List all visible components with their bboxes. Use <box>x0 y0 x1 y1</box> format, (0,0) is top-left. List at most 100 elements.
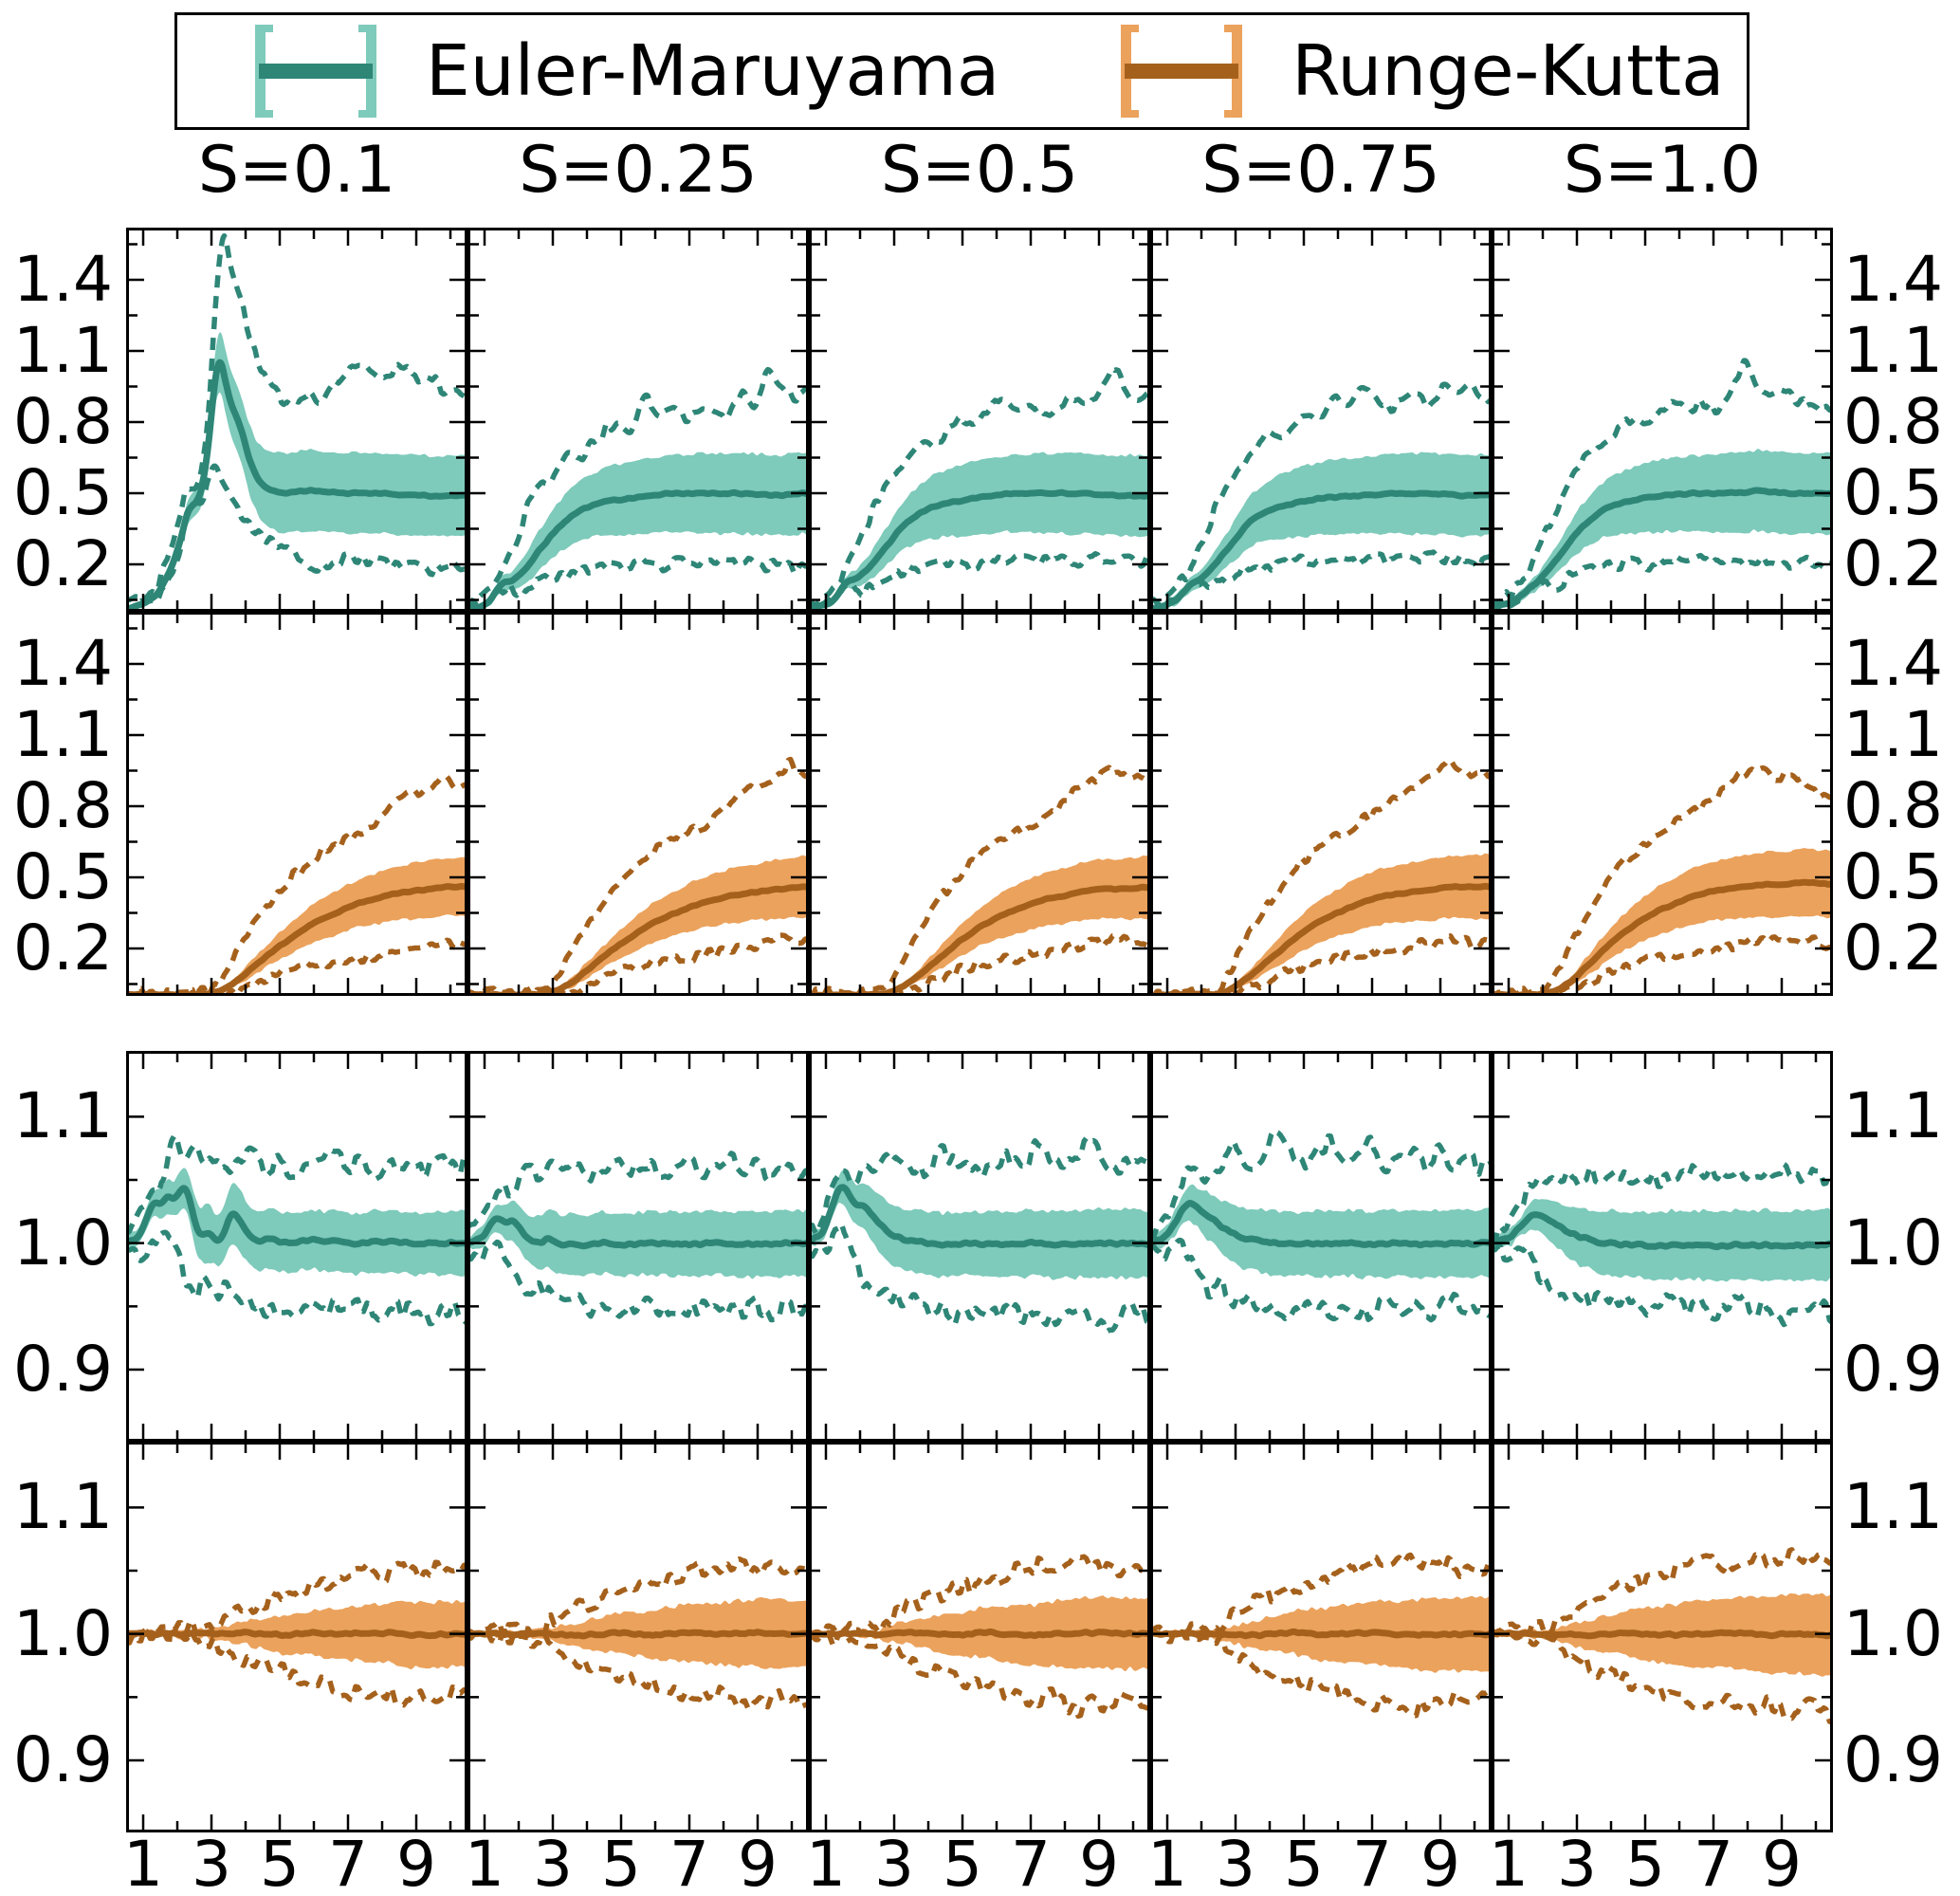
upper-envelope <box>1492 1547 1833 1637</box>
lower-envelope <box>1150 1237 1492 1323</box>
mean-line <box>1492 487 1833 612</box>
panel-frame <box>126 1442 467 1832</box>
panel-frame <box>1150 1442 1492 1832</box>
lower-envelope <box>1150 1628 1492 1719</box>
y-tick-label-right-r3: 0.9 <box>1843 1723 1943 1796</box>
lower-envelope <box>467 1628 809 1712</box>
errorbar-glyph-euler-maruyama-icon <box>255 25 376 118</box>
lower-envelope <box>810 551 1150 612</box>
std-band <box>1150 1184 1492 1279</box>
legend-item-euler-maruyama: Euler-Maruyama <box>255 25 999 118</box>
y-tick-label-right-r2: 0.9 <box>1843 1333 1943 1406</box>
upper-envelope <box>467 756 809 996</box>
panel-r1-c4 <box>1492 612 1833 996</box>
panel-frame <box>467 612 809 996</box>
upper-envelope <box>809 1554 1150 1637</box>
mean-line <box>467 1215 809 1250</box>
y-tick-label-left-r0: 1.4 <box>13 243 113 316</box>
x-tick-label-c0: 5 <box>260 1828 300 1896</box>
panel-frame <box>1150 228 1492 612</box>
y-tick-label-left-r3: 1.0 <box>13 1596 113 1670</box>
panel-frame <box>1492 612 1833 996</box>
col-title-s-1.0: S=1.0 <box>1563 133 1762 208</box>
std-band <box>809 451 1150 611</box>
lower-envelope <box>126 463 467 612</box>
upper-envelope <box>1150 1128 1492 1242</box>
x-tick-label-c2: 3 <box>874 1828 914 1896</box>
y-tick-label-left-r1: 1.4 <box>13 627 113 700</box>
x-tick-label-c1: 7 <box>669 1828 709 1896</box>
panel-r0-c3 <box>1150 228 1492 612</box>
mean-line <box>1492 1211 1833 1251</box>
panel-frame <box>809 1051 1150 1442</box>
upper-envelope <box>809 764 1150 996</box>
y-tick-label-left-r2: 0.9 <box>13 1333 113 1406</box>
lower-envelope <box>467 1239 809 1323</box>
std-band <box>467 1200 809 1279</box>
std-band <box>126 1168 467 1277</box>
x-tick-label-c4: 3 <box>1557 1828 1597 1896</box>
x-tick-label-c3: 5 <box>1284 1828 1324 1896</box>
col-title-s-0.1: S=0.1 <box>197 133 396 208</box>
lower-envelope <box>1492 552 1833 612</box>
mean-line <box>1150 1200 1492 1249</box>
std-band <box>126 856 467 996</box>
panel-r3-c4 <box>1492 1442 1833 1832</box>
y-tick-label-right-r2: 1.1 <box>1843 1079 1943 1153</box>
lower-envelope <box>809 1630 1150 1720</box>
y-tick-label-right-r3: 1.1 <box>1843 1470 1943 1544</box>
y-tick-label-right-r0: 0.8 <box>1843 385 1943 458</box>
panel-frame <box>1150 612 1492 996</box>
y-tick-label-right-r2: 1.0 <box>1843 1206 1943 1279</box>
col-title-s-0.75: S=0.75 <box>1201 133 1440 208</box>
upper-envelope <box>1492 764 1833 996</box>
panel-r3-c3 <box>1150 1442 1492 1832</box>
lower-envelope <box>126 1627 467 1708</box>
upper-envelope <box>1150 1552 1492 1638</box>
panel-frame <box>467 1442 809 1832</box>
upper-envelope <box>809 1135 1150 1237</box>
panel-r1-c1 <box>467 612 809 996</box>
x-tick-label-c1: 5 <box>601 1828 641 1896</box>
y-tick-label-right-r1: 0.8 <box>1843 769 1943 842</box>
x-tick-label-c1: 3 <box>533 1828 573 1896</box>
mean-line <box>1150 489 1492 612</box>
x-tick-label-c0: 7 <box>328 1828 368 1896</box>
mean-line <box>126 1185 467 1248</box>
upper-envelope <box>467 1150 809 1229</box>
lower-envelope <box>809 1221 1150 1335</box>
x-tick-label-c4: 1 <box>1489 1828 1529 1896</box>
legend-item-runge-kutta: Runge-Kutta <box>1121 25 1724 118</box>
x-tick-label-c1: 9 <box>738 1828 778 1896</box>
panel-r1-c0 <box>126 612 467 996</box>
panel-r2-c3 <box>1150 1051 1492 1442</box>
panel-frame <box>809 1442 1150 1832</box>
col-title-s-0.5: S=0.5 <box>880 133 1079 208</box>
panel-frame <box>809 612 1150 996</box>
y-tick-label-left-r1: 1.1 <box>13 698 113 771</box>
panel-frame <box>1150 1051 1492 1442</box>
y-tick-label-right-r1: 0.5 <box>1843 840 1943 913</box>
legend: Euler-Maruyama Runge-Kutta <box>174 12 1749 130</box>
y-tick-label-right-r0: 0.2 <box>1843 527 1943 600</box>
panel-r2-c2 <box>809 1051 1150 1442</box>
y-tick-label-right-r0: 0.5 <box>1843 456 1943 529</box>
y-tick-label-left-r1: 0.5 <box>13 840 113 913</box>
panel-r0-c1 <box>467 228 809 612</box>
y-tick-label-left-r3: 0.9 <box>13 1723 113 1796</box>
panel-r0-c4 <box>1492 228 1833 612</box>
x-tick-label-c0: 1 <box>123 1828 163 1896</box>
x-tick-label-c4: 7 <box>1694 1828 1733 1896</box>
lower-envelope <box>467 555 809 611</box>
panel-r2-c1 <box>467 1051 809 1442</box>
x-tick-label-c2: 9 <box>1079 1828 1119 1896</box>
col-title-s-0.25: S=0.25 <box>519 133 758 208</box>
mean-line <box>1492 1629 1833 1640</box>
mean-line <box>467 488 809 612</box>
std-band <box>1492 1198 1833 1282</box>
mean-line <box>467 1629 809 1640</box>
y-tick-label-left-r1: 0.2 <box>13 911 113 985</box>
y-tick-label-right-r3: 1.0 <box>1843 1596 1943 1670</box>
x-tick-label-c0: 9 <box>396 1828 436 1896</box>
y-tick-label-left-r2: 1.0 <box>13 1206 113 1279</box>
